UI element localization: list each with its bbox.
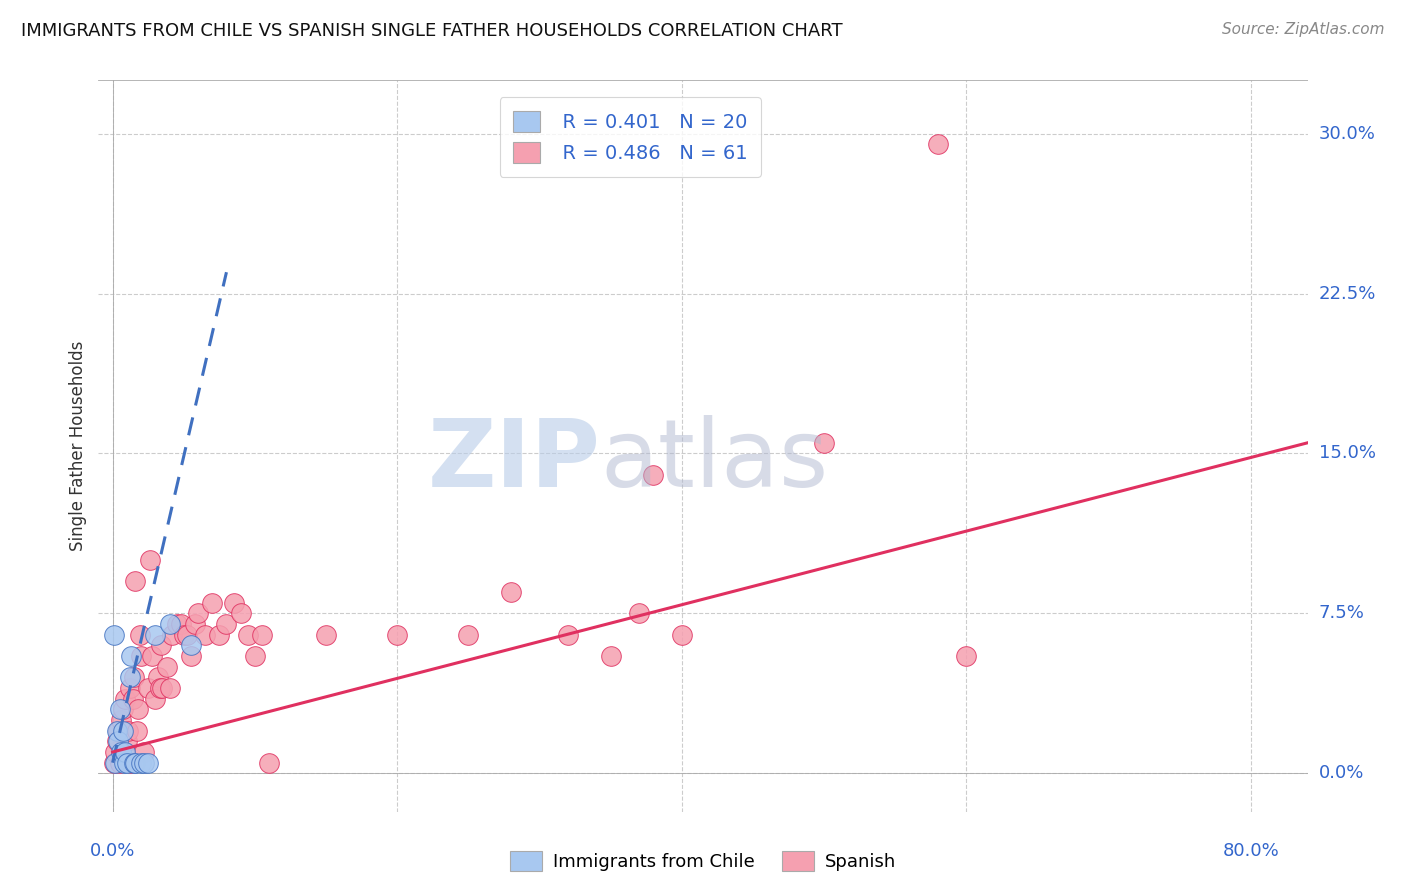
- Point: [194, 628, 217, 642]
- Point: [315, 628, 337, 642]
- Point: [120, 756, 142, 770]
- Text: 22.5%: 22.5%: [1319, 285, 1376, 302]
- Point: [105, 723, 128, 738]
- Point: [128, 628, 150, 642]
- Point: [104, 756, 127, 770]
- Text: IMMIGRANTS FROM CHILE VS SPANISH SINGLE FATHER HOUSEHOLDS CORRELATION CHART: IMMIGRANTS FROM CHILE VS SPANISH SINGLE …: [21, 22, 842, 40]
- Point: [117, 723, 139, 738]
- Point: [385, 628, 408, 642]
- Point: [643, 467, 665, 482]
- Point: [108, 702, 131, 716]
- Point: [103, 756, 125, 770]
- Point: [115, 734, 138, 748]
- Point: [108, 756, 131, 770]
- Point: [121, 691, 143, 706]
- Point: [627, 607, 650, 621]
- Point: [118, 681, 141, 695]
- Point: [138, 553, 160, 567]
- Point: [103, 628, 125, 642]
- Point: [149, 681, 172, 695]
- Y-axis label: Single Father Households: Single Father Households: [69, 341, 87, 551]
- Point: [125, 723, 148, 738]
- Point: [257, 756, 280, 770]
- Point: [236, 628, 259, 642]
- Point: [129, 756, 152, 770]
- Legend:   R = 0.401   N = 20,   R = 0.486   N = 61: R = 0.401 N = 20, R = 0.486 N = 61: [499, 97, 761, 177]
- Point: [132, 745, 155, 759]
- Text: atlas: atlas: [600, 415, 828, 507]
- Point: [127, 702, 149, 716]
- Text: 0.0%: 0.0%: [90, 842, 135, 860]
- Point: [111, 702, 134, 716]
- Point: [150, 639, 173, 653]
- Point: [457, 628, 479, 642]
- Text: 15.0%: 15.0%: [1319, 444, 1375, 462]
- Point: [118, 670, 141, 684]
- Text: 30.0%: 30.0%: [1319, 125, 1375, 143]
- Point: [136, 681, 159, 695]
- Point: [143, 691, 166, 706]
- Point: [170, 617, 193, 632]
- Point: [250, 628, 273, 642]
- Point: [955, 648, 977, 663]
- Point: [184, 617, 207, 632]
- Point: [173, 628, 195, 642]
- Point: [107, 734, 129, 748]
- Point: [122, 756, 145, 770]
- Point: [132, 756, 155, 770]
- Point: [201, 596, 224, 610]
- Point: [813, 435, 835, 450]
- Point: [599, 648, 621, 663]
- Point: [229, 607, 252, 621]
- Point: [112, 745, 135, 759]
- Legend: Immigrants from Chile, Spanish: Immigrants from Chile, Spanish: [502, 844, 904, 879]
- Point: [112, 756, 135, 770]
- Point: [222, 596, 245, 610]
- Point: [156, 659, 179, 673]
- Point: [180, 639, 202, 653]
- Point: [243, 648, 266, 663]
- Point: [208, 628, 231, 642]
- Point: [104, 745, 127, 759]
- Point: [110, 713, 132, 727]
- Point: [141, 648, 163, 663]
- Point: [159, 681, 181, 695]
- Point: [146, 670, 169, 684]
- Point: [159, 617, 181, 632]
- Point: [136, 756, 159, 770]
- Point: [187, 607, 209, 621]
- Point: [557, 628, 579, 642]
- Point: [114, 745, 136, 759]
- Point: [152, 681, 174, 695]
- Point: [110, 745, 132, 759]
- Point: [129, 648, 152, 663]
- Point: [671, 628, 693, 642]
- Text: ZIP: ZIP: [427, 415, 600, 507]
- Point: [124, 756, 146, 770]
- Point: [120, 648, 142, 663]
- Point: [166, 617, 188, 632]
- Text: 0.0%: 0.0%: [1319, 764, 1364, 782]
- Point: [105, 734, 128, 748]
- Point: [162, 628, 184, 642]
- Point: [124, 574, 146, 589]
- Point: [143, 628, 166, 642]
- Point: [115, 756, 138, 770]
- Point: [111, 723, 134, 738]
- Point: [114, 691, 136, 706]
- Point: [107, 723, 129, 738]
- Text: 80.0%: 80.0%: [1222, 842, 1279, 860]
- Point: [176, 628, 198, 642]
- Point: [180, 648, 202, 663]
- Point: [927, 137, 949, 152]
- Text: 7.5%: 7.5%: [1319, 605, 1365, 623]
- Point: [122, 670, 145, 684]
- Text: Source: ZipAtlas.com: Source: ZipAtlas.com: [1222, 22, 1385, 37]
- Point: [215, 617, 238, 632]
- Point: [499, 585, 522, 599]
